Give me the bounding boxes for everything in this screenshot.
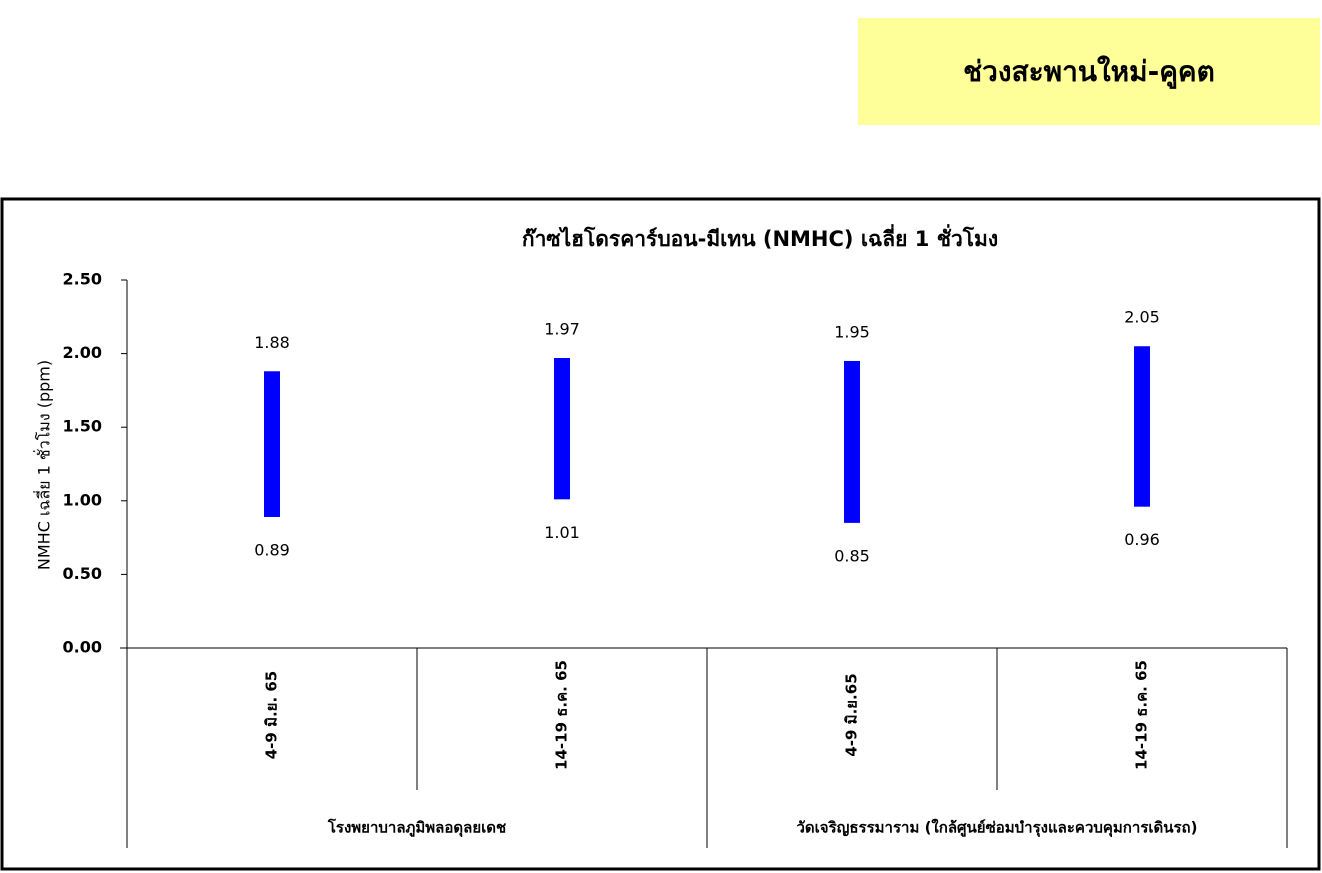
x-tick-label: 4-9 มิ.ย.65: [843, 673, 861, 756]
high-label: 1.95: [834, 322, 870, 341]
x-tick-label: 14-19 ธ.ค. 65: [1133, 660, 1151, 770]
range-bar: [554, 358, 570, 500]
low-label: 0.85: [834, 546, 870, 565]
chart-border: [0, 197, 1321, 871]
high-label: 1.97: [544, 320, 580, 339]
y-tick-label: 1.50: [63, 417, 102, 436]
group-label: โรงพยาบาลภูมิพลอดุลยเดช: [327, 818, 506, 838]
group-label: วัดเจริญธรรมาราม (ใกล้ศูนย์ซ่อมบำรุงและค…: [796, 819, 1197, 838]
chart-title: ก๊าซไฮโดรคาร์บอน-มีเทน (NMHC) เฉลี่ย 1 ช…: [522, 223, 998, 251]
high-label: 2.05: [1124, 308, 1160, 327]
range-bar: [844, 360, 860, 523]
low-label: 1.01: [544, 523, 580, 542]
y-tick-label: 1.00: [63, 490, 102, 509]
x-tick-label: 14-19 ธ.ค. 65: [553, 660, 571, 770]
range-bar: [264, 371, 280, 517]
y-tick-label: 0.00: [63, 638, 102, 657]
low-label: 0.89: [254, 540, 290, 559]
header-title: ช่วงสะพานใหม่-คูคต: [858, 18, 1320, 125]
y-tick-label: 0.50: [63, 564, 102, 583]
y-axis-label: NMHC เฉลี่ย 1 ชั่วโมง (ppm): [33, 360, 54, 570]
y-tick-label: 2.50: [63, 270, 102, 289]
range-bar: [1134, 346, 1150, 507]
high-label: 1.88: [254, 333, 290, 352]
low-label: 0.96: [1124, 530, 1160, 549]
x-tick-label: 4-9 มิ.ย. 65: [263, 671, 281, 760]
y-tick-label: 2.00: [63, 343, 102, 362]
